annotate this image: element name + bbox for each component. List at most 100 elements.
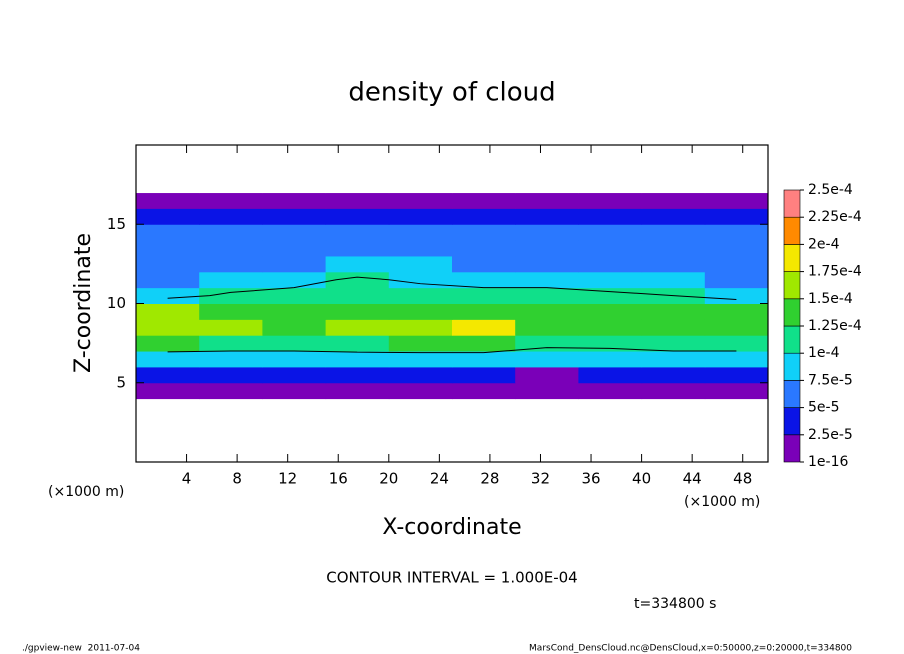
cell <box>199 160 263 178</box>
cell <box>452 366 516 384</box>
cell <box>136 176 200 194</box>
x-tick-label: 48 <box>733 470 752 488</box>
cell <box>578 287 643 304</box>
cell <box>515 319 579 336</box>
cell <box>325 430 390 447</box>
cell <box>136 224 200 241</box>
cell <box>578 414 643 431</box>
colorbar-band <box>783 189 801 218</box>
cell <box>515 224 579 241</box>
cell <box>388 176 453 194</box>
x-tick-label: 28 <box>480 470 499 488</box>
cell <box>136 160 200 178</box>
cell <box>452 240 516 257</box>
cell <box>325 303 390 320</box>
cell <box>578 271 643 289</box>
cell <box>641 446 706 463</box>
colorbar-label: 1e-16 <box>808 454 848 470</box>
cell <box>199 414 263 431</box>
cell <box>199 430 263 447</box>
cell <box>325 414 390 431</box>
colorbar-label: 7.5e-5 <box>808 372 853 388</box>
colorbar-band <box>783 244 801 272</box>
cell <box>262 414 327 431</box>
cell <box>388 351 453 368</box>
cell <box>452 160 516 178</box>
cell <box>641 319 706 336</box>
cell <box>199 176 263 194</box>
cell <box>704 382 769 400</box>
cell <box>578 351 643 368</box>
cell <box>641 398 706 415</box>
cell <box>704 335 769 352</box>
cell <box>199 319 263 336</box>
cell <box>199 287 263 304</box>
cell <box>704 287 769 304</box>
cell <box>136 398 200 415</box>
cell <box>262 255 327 273</box>
cell <box>578 366 643 384</box>
x-tick-label: 16 <box>329 470 348 488</box>
colorbar-label: 1e-4 <box>808 345 840 361</box>
cell <box>704 271 769 289</box>
cell <box>325 176 390 194</box>
colorbar-label: 2e-4 <box>808 236 840 252</box>
cell <box>704 224 769 241</box>
colorbar-label: 5e-5 <box>808 400 839 416</box>
x-tick-label: 12 <box>278 470 297 488</box>
colorbar-band <box>783 216 801 245</box>
cell <box>388 335 453 352</box>
cell <box>704 145 769 162</box>
cell <box>388 224 453 241</box>
cell <box>136 145 200 162</box>
cell <box>704 398 769 415</box>
cell <box>262 351 327 368</box>
cell <box>136 430 200 447</box>
cell <box>704 255 769 273</box>
cell <box>262 398 327 415</box>
cell <box>641 176 706 194</box>
cell <box>262 240 327 257</box>
cell <box>578 176 643 194</box>
x-tick-label: 32 <box>531 470 550 488</box>
cell <box>262 224 327 241</box>
cell <box>515 398 579 415</box>
cell <box>515 382 579 400</box>
cell <box>452 351 516 368</box>
cell <box>199 255 263 273</box>
cell <box>452 145 516 162</box>
x-tick-label: 40 <box>632 470 651 488</box>
cell <box>641 240 706 257</box>
cell <box>452 319 516 336</box>
heatmap <box>136 145 769 463</box>
cell <box>262 366 327 384</box>
cell <box>704 192 769 209</box>
colorbar-band <box>783 407 801 436</box>
time-note: t=334800 s <box>634 596 716 612</box>
cell <box>199 208 263 225</box>
cell <box>136 351 200 368</box>
cell <box>578 255 643 273</box>
cell <box>578 145 643 162</box>
cell <box>578 240 643 257</box>
colorbar-label: 1.25e-4 <box>808 318 862 334</box>
cell <box>262 160 327 178</box>
cell <box>641 160 706 178</box>
cell <box>136 366 200 384</box>
cell <box>641 366 706 384</box>
cell <box>452 335 516 352</box>
contours <box>167 276 737 354</box>
cell <box>262 319 327 336</box>
cell <box>262 192 327 209</box>
cell <box>199 335 263 352</box>
y-tick-label: 15 <box>107 215 126 233</box>
cell <box>325 271 390 289</box>
cell <box>452 176 516 194</box>
footer: MarsCond_DensCloud.nc@DensCloud,x=0:5000… <box>529 644 852 654</box>
cell <box>704 240 769 257</box>
cell <box>325 192 390 209</box>
cell <box>452 192 516 209</box>
cell <box>262 335 327 352</box>
cell <box>578 335 643 352</box>
cell <box>452 398 516 415</box>
